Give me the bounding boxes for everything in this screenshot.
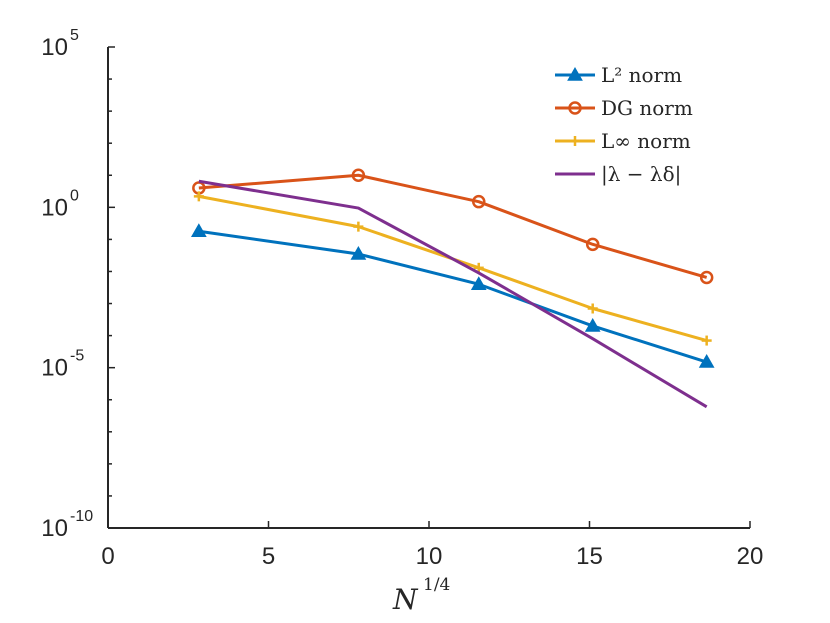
data-point — [472, 194, 486, 209]
series-group — [190, 168, 715, 409]
data-point — [190, 223, 207, 237]
x-tick-label: 15 — [576, 543, 603, 570]
data-point — [473, 262, 484, 273]
circle-marker — [472, 194, 486, 209]
series-4 — [198, 179, 708, 409]
triangle-marker — [698, 354, 715, 368]
x-axis-title: N 1/4 — [392, 575, 450, 616]
triangle-marker — [567, 66, 583, 81]
y-tick-label-exponent: 0 — [70, 187, 79, 204]
legend-label: L² norm — [601, 63, 682, 87]
series-line — [198, 179, 708, 409]
x-tick-label: 20 — [737, 543, 764, 570]
y-tick-label-base: 10 — [41, 515, 68, 542]
circle-marker — [699, 270, 714, 285]
triangle-marker — [470, 276, 487, 290]
series-line — [198, 229, 708, 364]
y-tick-label-exponent: 5 — [70, 27, 79, 44]
y-tick-label-exponent: -10 — [70, 508, 93, 525]
x-axis-title-superscript: 1/4 — [423, 575, 450, 595]
data-point — [470, 276, 487, 290]
legend-label: |λ − λδ| — [601, 162, 681, 187]
data-point — [351, 168, 366, 183]
legend-entry: L² norm — [555, 63, 682, 87]
series-1 — [190, 223, 715, 368]
triangle-marker — [350, 246, 367, 260]
data-point — [353, 221, 364, 232]
triangle-marker — [190, 223, 207, 237]
x-tick-label: 5 — [262, 543, 275, 570]
data-point — [350, 246, 367, 260]
series-2 — [192, 168, 714, 285]
x-tick-label: 10 — [416, 543, 443, 570]
y-tick-label-base: 10 — [41, 34, 68, 61]
data-point — [699, 270, 714, 285]
data-point — [584, 317, 601, 332]
circle-marker — [568, 101, 582, 115]
triangle-marker — [584, 317, 601, 332]
circle-marker — [585, 237, 600, 252]
data-point — [585, 237, 600, 252]
data-point — [698, 354, 715, 368]
y-tick-label-base: 10 — [41, 355, 68, 382]
x-tick-label: 0 — [101, 543, 114, 570]
legend-entry: DG norm — [555, 96, 693, 120]
legend-label: L∞ norm — [601, 129, 691, 153]
legend-entry: L∞ norm — [555, 129, 691, 153]
x-axis-title-base: N — [392, 583, 419, 616]
legend-entry: |λ − λδ| — [555, 162, 681, 187]
series-line — [198, 173, 708, 279]
circle-marker — [351, 168, 366, 183]
y-tick-label-exponent: -5 — [70, 348, 84, 365]
data-point — [587, 303, 598, 314]
y-tick-label-base: 10 — [41, 194, 68, 221]
series-3 — [193, 191, 712, 346]
legend-label: DG norm — [601, 96, 693, 120]
data-point — [701, 335, 712, 346]
legend: L² norm DG norm L∞ norm |λ − λδ| — [555, 63, 693, 187]
series-line — [198, 194, 708, 343]
data-point — [193, 191, 204, 202]
